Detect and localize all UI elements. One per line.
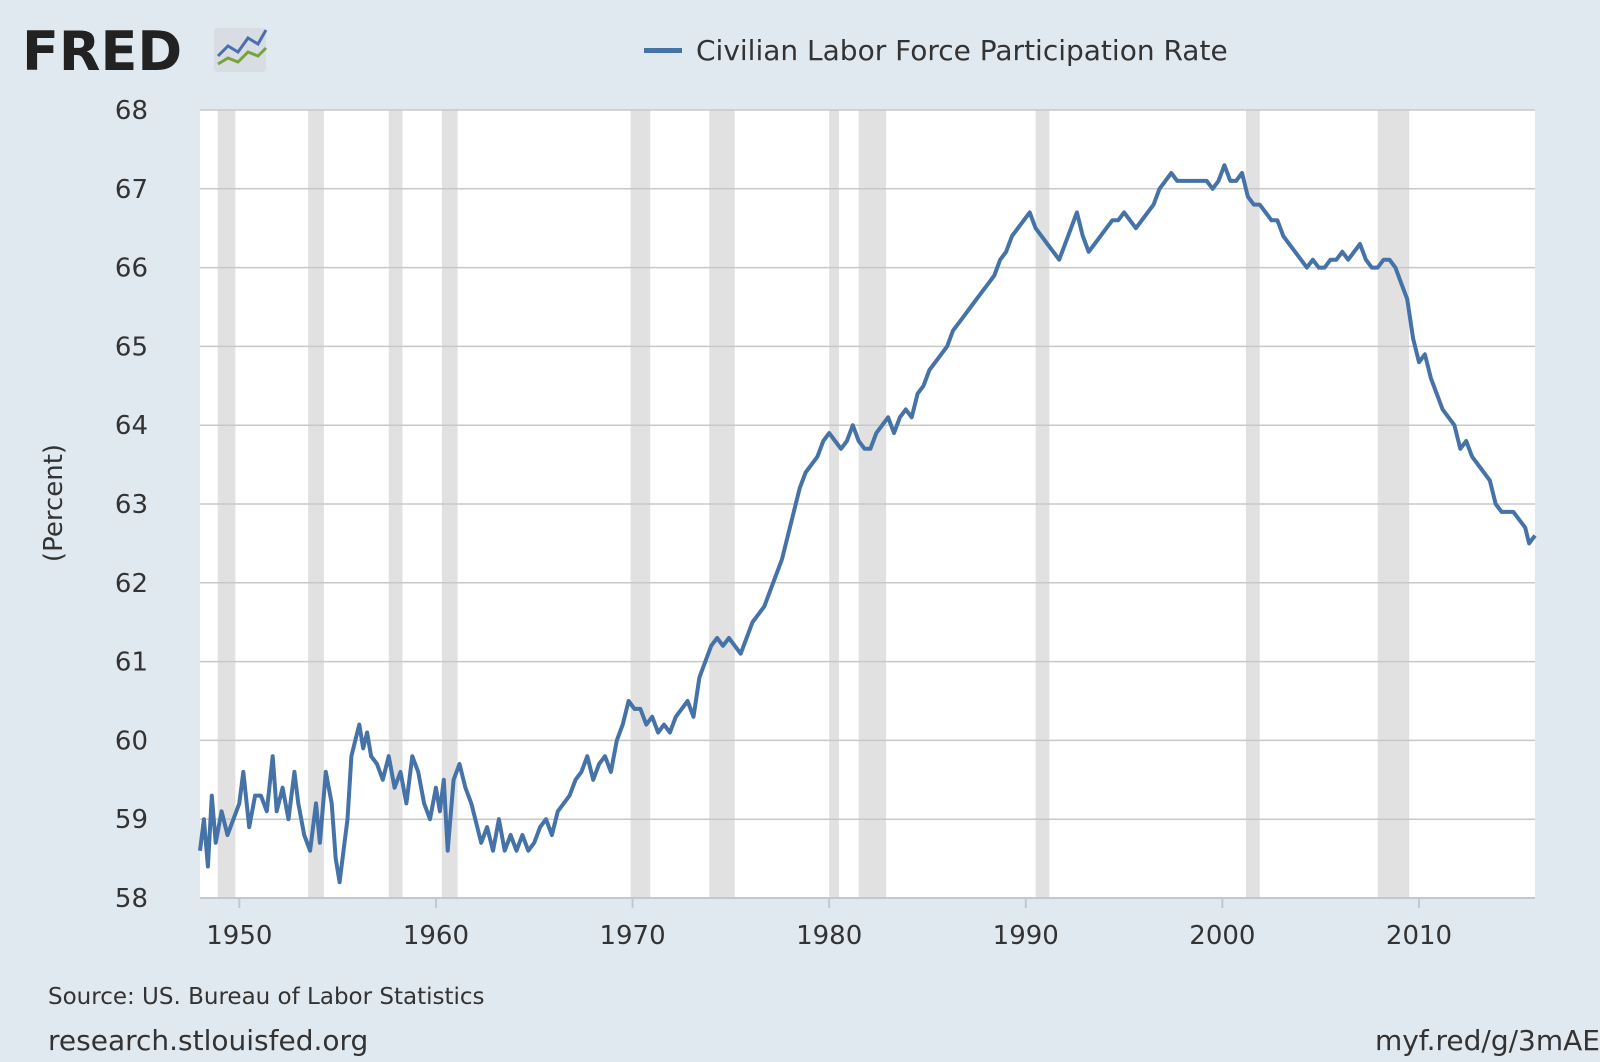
x-tick-label: 1990 xyxy=(993,921,1059,951)
y-tick-label: 67 xyxy=(115,175,148,205)
site-link[interactable]: research.stlouisfed.org xyxy=(48,1024,369,1057)
y-tick-label: 68 xyxy=(115,96,148,126)
y-axis-label: (Percent) xyxy=(39,444,69,562)
grid-lines xyxy=(200,109,1535,899)
x-tick-label: 2000 xyxy=(1189,921,1255,951)
y-tick-label: 65 xyxy=(115,332,148,362)
chart-legend: Civilian Labor Force Participation Rate xyxy=(644,30,1228,70)
legend-series-label: Civilian Labor Force Participation Rate xyxy=(696,33,1228,67)
y-axis-ticks: 58 59 60 61 62 63 64 65 66 67 68 xyxy=(115,96,148,914)
y-tick-label: 62 xyxy=(115,569,148,599)
fred-logo-text: FRED xyxy=(22,20,182,80)
source-note: Source: US. Bureau of Labor Statistics xyxy=(48,984,485,1010)
y-tick-label: 59 xyxy=(115,805,148,835)
series-line xyxy=(198,163,1537,885)
x-tick-label: 1950 xyxy=(206,921,272,951)
x-tick-label: 1960 xyxy=(403,921,469,951)
x-tick-label: 1980 xyxy=(796,921,862,951)
fred-logo-graphic: FRED xyxy=(22,20,268,83)
series-group xyxy=(198,163,1537,885)
x-tick-label: 1970 xyxy=(599,921,665,951)
fred-line-graph-icon xyxy=(214,28,268,72)
y-tick-label: 60 xyxy=(115,726,148,756)
y-tick-label: 63 xyxy=(115,490,148,520)
x-axis-ticks: 1950 1960 1970 1980 1990 2000 2010 xyxy=(206,898,1452,951)
x-tick-label: 2010 xyxy=(1386,921,1452,951)
legend-swatch xyxy=(644,47,682,53)
y-tick-label: 66 xyxy=(115,254,148,284)
y-tick-label: 58 xyxy=(115,884,148,914)
y-tick-label: 61 xyxy=(115,648,148,678)
y-tick-label: 64 xyxy=(115,411,148,441)
fred-logo: FRED xyxy=(22,20,282,83)
short-url-link[interactable]: myf.red/g/3mAE xyxy=(1374,1024,1600,1057)
